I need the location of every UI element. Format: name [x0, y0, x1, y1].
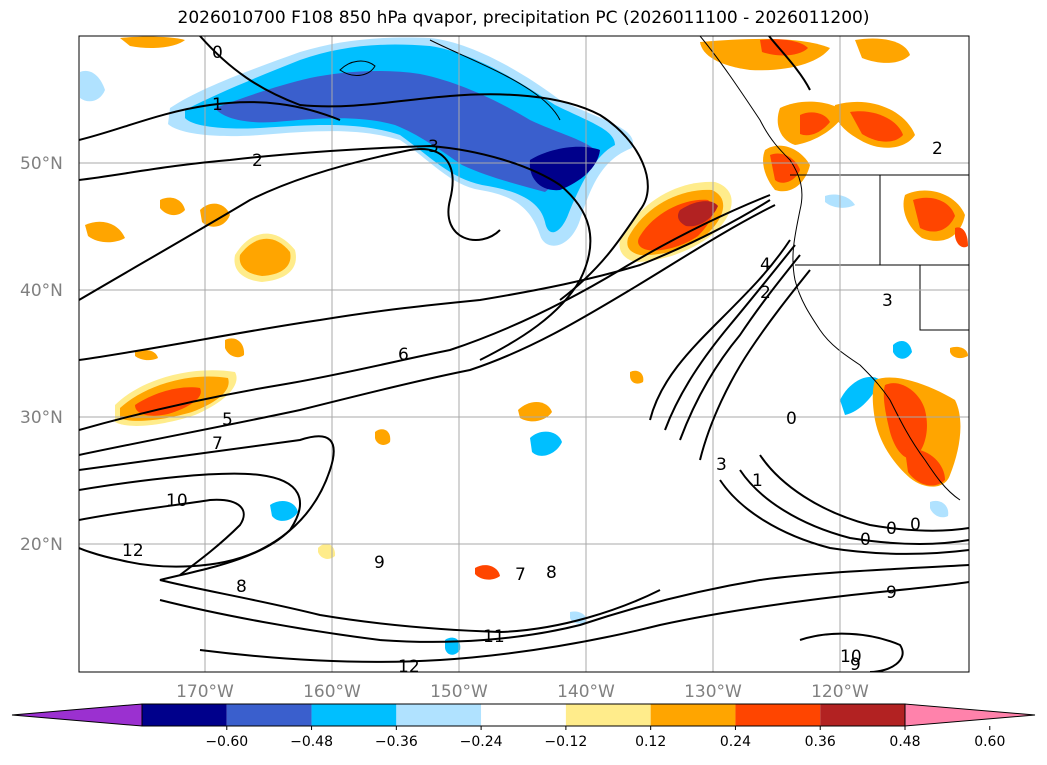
contour-label: 3 — [428, 137, 439, 157]
lat-label: 40°N — [20, 281, 63, 301]
contour-label: 2 — [760, 283, 771, 303]
contour-label: 7 — [515, 565, 526, 585]
negative-precip-region — [80, 37, 949, 655]
colorbar-swatch — [481, 704, 566, 726]
positive-precip-region — [85, 36, 968, 580]
lat-label: 30°N — [20, 408, 63, 428]
contour-label: 2 — [252, 151, 263, 171]
colorbar-frame — [141, 703, 906, 727]
contour-label: 9 — [374, 553, 385, 573]
map-frame — [78, 35, 970, 673]
lon-label: 170°W — [176, 682, 234, 702]
lat-label: 50°N — [20, 154, 63, 174]
contour-label: 0 — [786, 409, 797, 429]
map-title: 2026010700 F108 850 hPa qvapor, precipit… — [177, 8, 870, 28]
contour-labels: 0 1 2 3 6 5 7 10 12 8 9 7 8 11 12 4 2 0 … — [122, 43, 943, 677]
contour-label: 1 — [752, 471, 763, 491]
contour-label: 10 — [166, 491, 188, 511]
colorbar-tick-label: 0.24 — [720, 734, 751, 750]
lon-label: 150°W — [430, 682, 488, 702]
contour-label: 4 — [760, 255, 771, 275]
contour-label: 3 — [716, 455, 727, 475]
colorbar-tick-label: −0.48 — [290, 734, 333, 750]
contour-label: 0 — [860, 530, 871, 550]
colorbar-swatch — [311, 704, 397, 726]
qvapor-contours — [79, 36, 969, 672]
colorbar-tick-label: −0.60 — [205, 734, 248, 750]
contour-label: 12 — [398, 657, 420, 677]
contour-label: 12 — [122, 541, 144, 561]
colorbar-swatch — [226, 704, 312, 726]
colorbar-tick-label: 0.12 — [635, 734, 666, 750]
contour-label: 0 — [212, 43, 223, 63]
colorbar-swatch — [142, 704, 227, 726]
contour-label: 6 — [398, 345, 409, 365]
contour-label: 0 — [910, 515, 921, 535]
colorbar-swatch — [650, 704, 736, 726]
lon-label: 120°W — [811, 682, 869, 702]
colorbar-swatch — [565, 704, 651, 726]
contour-label: 2 — [932, 139, 943, 159]
coastlines — [339, 36, 969, 501]
colorbar-tick-label: −0.12 — [544, 734, 587, 750]
contour-label: 3 — [882, 291, 893, 311]
contour-label: 8 — [236, 577, 247, 597]
contour-label: 9 — [850, 655, 861, 675]
colorbar-tick-label: 0.36 — [805, 734, 836, 750]
colorbar-tick-label: −0.36 — [375, 734, 418, 750]
colorbar-extend-low — [11, 703, 143, 727]
contour-label: 11 — [483, 627, 505, 647]
lon-label: 140°W — [557, 682, 615, 702]
contour-label: 7 — [212, 434, 223, 454]
lon-label: 130°W — [684, 682, 742, 702]
colorbar: −0.60 −0.48 −0.36 −0.24 −0.12 0.12 0.24 0.36 0.4… — [11, 703, 1036, 750]
colorbar-tick-label: −0.24 — [460, 734, 503, 750]
colorbar-swatch — [396, 704, 482, 726]
latitude-labels: 50°N 40°N 30°N 20°N — [20, 154, 63, 555]
lat-label: 20°N — [20, 535, 63, 555]
colorbar-tick-label: 0.48 — [889, 734, 920, 750]
colorbar-swatch — [735, 704, 821, 726]
colorbar-extend-high — [904, 703, 1036, 727]
contour-label: 10 — [840, 647, 862, 667]
colorbar-tick-label: 0.60 — [974, 734, 1005, 750]
contour-label: 5 — [222, 410, 233, 430]
contour-label: 0 — [886, 519, 897, 539]
graticule — [79, 36, 969, 672]
colorbar-swatch — [820, 704, 905, 726]
contour-label: 9 — [886, 583, 897, 603]
longitude-labels: 170°W 160°W 150°W 140°W 130°W 120°W — [176, 682, 869, 702]
contour-label: 8 — [546, 563, 557, 583]
lon-label: 160°W — [303, 682, 361, 702]
map-plot-area: 0 1 2 3 6 5 7 10 12 8 9 7 8 11 12 4 2 0 … — [79, 36, 969, 677]
contour-label: 1 — [212, 95, 223, 115]
